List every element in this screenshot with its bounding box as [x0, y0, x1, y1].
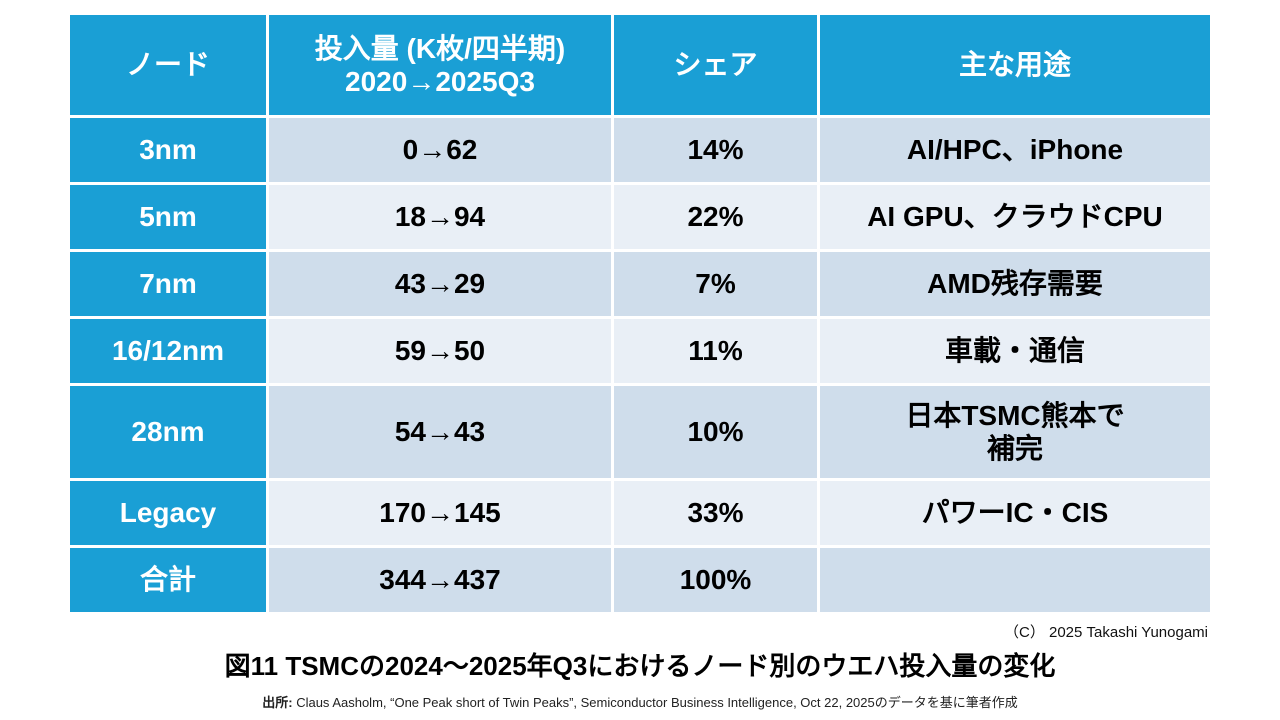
row-5nm-use: AI GPU、クラウドCPU — [820, 185, 1210, 249]
row-total-use — [820, 548, 1210, 612]
row-16-12nm-use: 車載・通信 — [820, 319, 1210, 383]
row-total-node: 合計 — [70, 548, 266, 612]
header-node: ノード — [70, 15, 266, 115]
row-16-12nm-share: 11% — [614, 319, 817, 383]
header-share: シェア — [614, 15, 817, 115]
row-16-12nm-node: 16/12nm — [70, 319, 266, 383]
row-total-share: 100% — [614, 548, 817, 612]
source-text: Claus Aasholm, “One Peak short of Twin P… — [292, 695, 1018, 710]
row-3nm-use: AI/HPC、iPhone — [820, 118, 1210, 182]
row-legacy-share: 33% — [614, 481, 817, 545]
row-7nm-share: 7% — [614, 252, 817, 316]
row-5nm-share: 22% — [614, 185, 817, 249]
header-volume-line1: 投入量 (K枚/四半期) — [314, 32, 566, 64]
row-7nm-use: AMD残存需要 — [820, 252, 1210, 316]
header-use: 主な用途 — [820, 15, 1210, 115]
row-legacy-use: パワーIC・CIS — [820, 481, 1210, 545]
source-note: 出所: Claus Aasholm, “One Peak short of Tw… — [0, 692, 1280, 711]
row-5nm-node: 5nm — [70, 185, 266, 249]
source-label: 出所: — [262, 695, 293, 710]
row-legacy-volume: 170→145 — [269, 481, 611, 545]
row-7nm-node: 7nm — [70, 252, 266, 316]
row-28nm-node: 28nm — [70, 386, 266, 478]
row-7nm-volume: 43→29 — [269, 252, 611, 316]
header-volume-line2: 2020→2025Q3 — [345, 66, 535, 97]
row-3nm-node: 3nm — [70, 118, 266, 182]
row-total-volume: 344→437 — [269, 548, 611, 612]
wafer-input-table: ノード 投入量 (K枚/四半期) 2020→2025Q3 シェア 主な用途 3n… — [70, 15, 1210, 612]
row-16-12nm-volume: 59→50 — [269, 319, 611, 383]
copyright-notice: （C） 2025 Takashi Yunogami — [1003, 624, 1208, 641]
row-28nm-use: 日本TSMC熊本で 補完 — [820, 386, 1210, 478]
figure-caption: 図11 TSMCの2024～2025年Q3におけるノード別のウエハ投入量の変化 — [224, 651, 1056, 681]
row-28nm-volume: 54→43 — [269, 386, 611, 478]
row-5nm-volume: 18→94 — [269, 185, 611, 249]
row-3nm-volume: 0→62 — [269, 118, 611, 182]
header-volume: 投入量 (K枚/四半期) 2020→2025Q3 — [269, 15, 611, 115]
row-legacy-node: Legacy — [70, 481, 266, 545]
row-28nm-share: 10% — [614, 386, 817, 478]
row-3nm-share: 14% — [614, 118, 817, 182]
